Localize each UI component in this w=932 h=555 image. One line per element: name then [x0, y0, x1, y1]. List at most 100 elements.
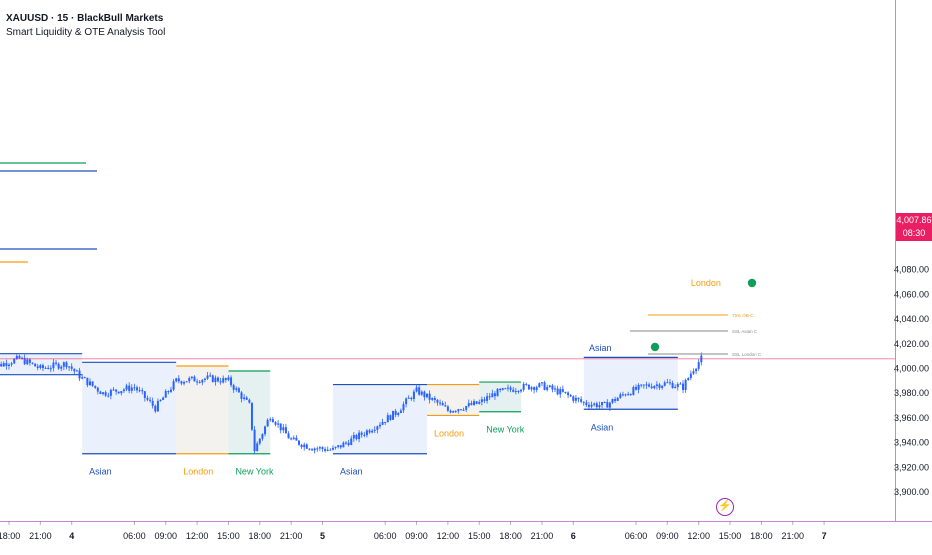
candle-body — [470, 403, 473, 405]
candle-body — [441, 403, 444, 406]
candle-body — [645, 384, 648, 386]
candle-body — [39, 365, 42, 368]
candle-body — [355, 435, 358, 440]
candle-body — [486, 396, 489, 401]
candle-body — [616, 397, 619, 401]
price-tick-label: 4,020.00 — [894, 339, 929, 349]
candle-body — [177, 378, 180, 382]
candle-body — [457, 409, 460, 412]
price-tick-label: 3,940.00 — [894, 438, 929, 448]
candle-body — [183, 382, 186, 384]
candle-body — [522, 383, 525, 390]
candle-body — [321, 447, 324, 450]
candle-body — [164, 391, 167, 398]
candle-body — [418, 387, 421, 395]
time-tick-label: 5 — [320, 531, 325, 541]
indicator-title[interactable]: Smart Liquidity & OTE Analysis Tool — [6, 27, 166, 38]
candle-body — [138, 390, 141, 392]
candle-body — [439, 402, 442, 404]
candle-body — [650, 386, 653, 389]
candle-body — [509, 387, 512, 390]
candle-body — [193, 376, 196, 382]
candle-body — [154, 405, 157, 412]
candle-body — [590, 404, 593, 407]
candle-body — [337, 445, 340, 447]
candle-body — [530, 387, 533, 390]
candle-body — [658, 384, 661, 388]
candle-body — [13, 358, 16, 364]
candle-body — [130, 387, 133, 391]
candle-body — [159, 399, 162, 401]
candle-body — [593, 403, 596, 405]
candle-body — [415, 387, 418, 392]
candle-body — [18, 355, 21, 359]
candle-body — [258, 438, 261, 444]
ssl-london-level-label: SSL London C — [732, 352, 762, 357]
time-tick-label: 21:00 — [781, 531, 804, 541]
candle-body — [412, 391, 415, 400]
candle-body — [423, 391, 426, 398]
price-tick-label: 4,040.00 — [894, 314, 929, 324]
candle-body — [331, 447, 334, 450]
candle-body — [120, 391, 123, 394]
candle-body — [627, 394, 630, 396]
candle-body — [444, 405, 447, 407]
candle-body — [540, 382, 543, 384]
candle-body — [2, 363, 5, 367]
candle-body — [587, 404, 590, 407]
candle-body — [232, 385, 235, 390]
symbol-title[interactable]: XAUUSD · 15 · BlackBull Markets — [6, 13, 164, 24]
time-tick-label: 15:00 — [468, 531, 491, 541]
candle-body — [49, 368, 52, 370]
candle-body — [143, 391, 146, 398]
candle-body — [219, 381, 222, 383]
candle-body — [611, 399, 614, 403]
asian-status-dot — [650, 342, 660, 352]
candle-body — [392, 410, 395, 420]
candle-body — [264, 426, 267, 435]
time-tick-label: 09:00 — [656, 531, 679, 541]
candle-body — [488, 396, 491, 398]
candle-body — [506, 387, 509, 389]
candle-body — [598, 405, 601, 408]
candle-body — [81, 377, 84, 379]
candle-body — [689, 373, 692, 379]
candle-body — [209, 375, 212, 377]
candle-body — [514, 390, 517, 392]
london-session-label: London — [434, 428, 464, 438]
candle-body — [668, 382, 671, 384]
candle-body — [206, 375, 209, 379]
candle-body — [203, 378, 206, 380]
candle-body — [94, 385, 97, 388]
bar-countdown: 08:30 — [902, 228, 926, 238]
candle-body — [133, 387, 136, 389]
candle-body — [386, 415, 389, 423]
candle-body — [290, 438, 293, 440]
candle-body — [671, 382, 674, 389]
candle-body — [122, 389, 125, 392]
time-tick-label: 18:00 — [249, 531, 272, 541]
lightning-icon[interactable]: ⚡ — [716, 498, 734, 516]
time-tick-label: 09:00 — [405, 531, 428, 541]
candle-body — [334, 446, 337, 448]
candle-body — [329, 449, 332, 451]
candle-body — [21, 357, 24, 359]
candle-body — [109, 389, 112, 396]
candle-body — [428, 393, 431, 400]
candle-body — [595, 403, 598, 408]
candle-body — [459, 409, 462, 411]
price-tick-label: 3,980.00 — [894, 388, 929, 398]
london-status-dot — [747, 278, 757, 288]
candle-body — [180, 381, 183, 384]
candle-body — [86, 377, 89, 386]
time-tick-label: 6 — [571, 531, 576, 541]
candle-body — [303, 444, 306, 448]
candle-body — [577, 397, 580, 400]
last-price-value: 4,007.86 — [896, 215, 932, 225]
candle-body — [608, 402, 611, 408]
candle-body — [692, 371, 695, 374]
candle-body — [601, 402, 604, 406]
candle-body — [324, 449, 327, 451]
